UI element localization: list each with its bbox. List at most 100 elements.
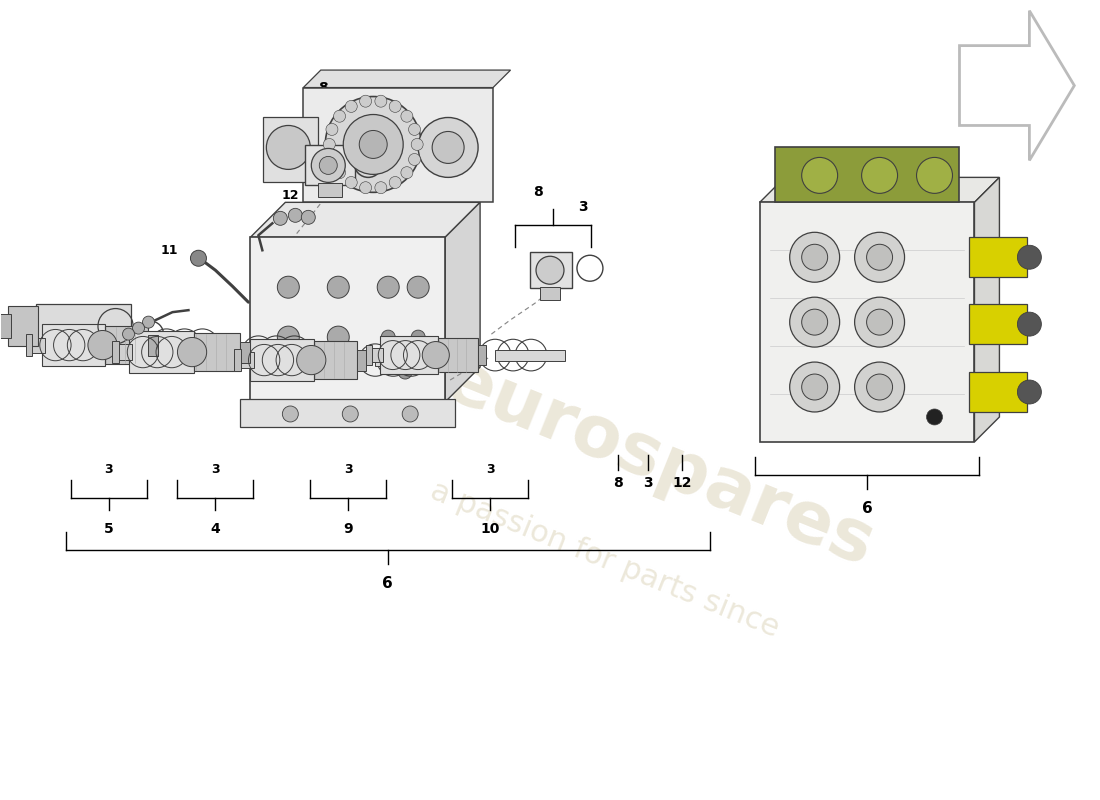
Circle shape	[790, 232, 839, 282]
Bar	[35, 304, 131, 348]
Circle shape	[297, 346, 326, 374]
Circle shape	[802, 158, 837, 194]
Circle shape	[326, 123, 338, 135]
Bar	[495, 350, 565, 361]
Bar	[438, 338, 477, 373]
Text: 3: 3	[644, 476, 652, 490]
Circle shape	[389, 101, 402, 112]
Bar	[358, 350, 366, 370]
Text: 5: 5	[103, 522, 113, 536]
Circle shape	[360, 130, 387, 158]
Circle shape	[407, 276, 429, 298]
Bar	[241, 399, 455, 427]
Bar	[318, 183, 342, 198]
Circle shape	[143, 316, 154, 328]
Circle shape	[422, 342, 449, 369]
Bar	[306, 146, 355, 186]
Bar	[760, 202, 975, 442]
Bar	[104, 326, 148, 364]
Circle shape	[536, 256, 564, 284]
Circle shape	[1018, 380, 1042, 404]
Text: 3: 3	[211, 463, 220, 476]
Bar	[969, 304, 1027, 344]
Bar	[540, 287, 560, 300]
Bar	[251, 339, 314, 381]
Text: 9: 9	[343, 522, 353, 536]
Circle shape	[375, 182, 387, 194]
Bar	[969, 372, 1027, 412]
Polygon shape	[251, 202, 480, 238]
Circle shape	[122, 328, 134, 340]
Bar	[240, 342, 250, 362]
Circle shape	[333, 166, 345, 178]
Bar	[365, 346, 372, 365]
Circle shape	[283, 406, 298, 422]
Bar	[236, 353, 254, 368]
Bar	[0, 314, 11, 338]
Circle shape	[319, 157, 338, 174]
Bar	[477, 346, 486, 365]
Text: eurospares: eurospares	[436, 346, 884, 582]
Circle shape	[389, 177, 402, 189]
Circle shape	[916, 158, 953, 194]
Text: 8: 8	[318, 81, 328, 94]
Circle shape	[855, 362, 904, 412]
Polygon shape	[304, 70, 510, 87]
Circle shape	[288, 208, 302, 222]
Circle shape	[411, 330, 426, 344]
Bar	[166, 339, 236, 350]
Circle shape	[311, 149, 345, 182]
Text: 12: 12	[282, 190, 299, 202]
Circle shape	[398, 365, 412, 379]
Circle shape	[867, 374, 892, 400]
Bar	[304, 87, 493, 202]
Circle shape	[345, 101, 358, 112]
Polygon shape	[760, 178, 1000, 202]
Circle shape	[342, 406, 359, 422]
Circle shape	[867, 309, 892, 335]
Bar	[381, 336, 438, 374]
Polygon shape	[975, 178, 1000, 442]
Circle shape	[382, 330, 395, 344]
Bar	[367, 348, 384, 362]
Circle shape	[326, 154, 338, 166]
Circle shape	[377, 276, 399, 298]
Bar	[258, 346, 328, 358]
Circle shape	[1018, 246, 1042, 270]
Text: 3: 3	[344, 463, 353, 476]
Text: 8: 8	[613, 476, 623, 490]
Bar	[8, 306, 37, 346]
Text: a passion for parts since: a passion for parts since	[426, 476, 783, 643]
Circle shape	[190, 250, 207, 266]
Text: 4: 4	[58, 320, 67, 333]
Circle shape	[328, 276, 350, 298]
Circle shape	[855, 232, 904, 282]
Circle shape	[266, 126, 310, 170]
Bar	[129, 331, 195, 373]
Circle shape	[408, 154, 420, 166]
Text: 6: 6	[383, 576, 393, 590]
Text: 12: 12	[672, 476, 692, 490]
Text: 3: 3	[486, 463, 494, 476]
Circle shape	[273, 211, 287, 226]
Text: 3: 3	[64, 340, 73, 353]
Circle shape	[1018, 312, 1042, 336]
Circle shape	[328, 326, 350, 348]
Text: 3: 3	[579, 200, 587, 214]
Bar	[314, 342, 358, 379]
Bar	[148, 334, 157, 355]
Circle shape	[277, 276, 299, 298]
Text: 3: 3	[104, 463, 113, 476]
Text: 11: 11	[161, 244, 178, 257]
Text: 10: 10	[481, 522, 499, 536]
Circle shape	[323, 138, 336, 150]
Circle shape	[867, 244, 892, 270]
Bar	[28, 338, 45, 353]
Circle shape	[408, 123, 420, 135]
Circle shape	[403, 406, 418, 422]
Circle shape	[88, 330, 117, 360]
Text: 8: 8	[534, 186, 543, 199]
Circle shape	[432, 131, 464, 163]
Bar	[530, 252, 572, 288]
Bar	[114, 345, 132, 360]
